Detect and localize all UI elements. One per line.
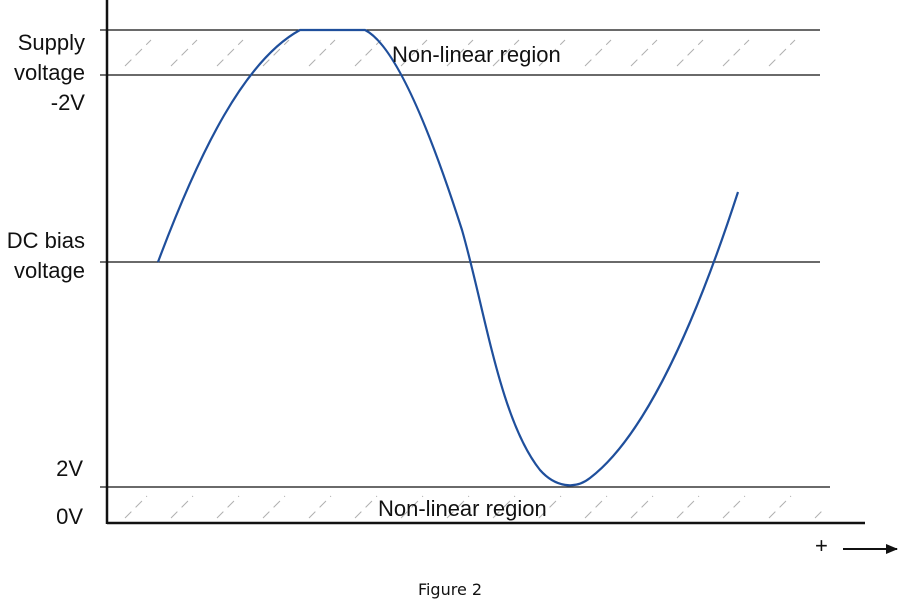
hatch-stroke bbox=[722, 495, 746, 519]
sine-waveform bbox=[156, 28, 740, 487]
hatch-stroke bbox=[400, 495, 424, 519]
hatch-stroke bbox=[630, 495, 654, 519]
supply-label-line3: -2V bbox=[51, 90, 86, 115]
hatch-stroke bbox=[308, 39, 336, 67]
hatch-stroke bbox=[124, 39, 152, 67]
upper-nonlinear-band bbox=[124, 39, 796, 67]
hatch-stroke bbox=[446, 39, 474, 67]
hatch-stroke bbox=[262, 39, 290, 67]
plus-sign: + bbox=[815, 533, 828, 558]
hatch-stroke bbox=[814, 507, 826, 519]
dc-bias-label-line1: DC bias bbox=[7, 228, 85, 253]
zero-volt-label: 0V bbox=[56, 504, 83, 529]
two-volt-label: 2V bbox=[56, 456, 83, 481]
supply-label-line2: voltage bbox=[14, 60, 85, 85]
hatch-stroke bbox=[308, 495, 332, 519]
dc-bias-label-line2: voltage bbox=[14, 258, 85, 283]
hatch-stroke bbox=[124, 495, 148, 519]
hatch-stroke bbox=[400, 39, 428, 67]
hatch-stroke bbox=[676, 39, 704, 67]
hatch-stroke bbox=[262, 495, 286, 519]
hatch-stroke bbox=[216, 39, 244, 67]
hatch-stroke bbox=[584, 495, 608, 519]
hatch-stroke bbox=[584, 39, 612, 67]
lower-nonlinear-band bbox=[124, 495, 826, 519]
hatch-stroke bbox=[354, 495, 378, 519]
hatch-stroke bbox=[722, 39, 750, 67]
hatch-stroke bbox=[538, 495, 562, 519]
figure-caption: Figure 2 bbox=[418, 580, 482, 599]
hatch-stroke bbox=[768, 39, 796, 67]
hatch-stroke bbox=[170, 39, 198, 67]
hatch-stroke bbox=[768, 495, 792, 519]
hatch-stroke bbox=[676, 495, 700, 519]
supply-label-line1: Supply bbox=[18, 30, 85, 55]
lower-region-label: Non-linear region bbox=[378, 496, 547, 521]
hatch-stroke bbox=[492, 495, 516, 519]
hatch-stroke bbox=[630, 39, 658, 67]
upper-region-label: Non-linear region bbox=[392, 42, 561, 67]
hatch-stroke bbox=[492, 39, 520, 67]
hatch-stroke bbox=[354, 39, 382, 67]
hatch-stroke bbox=[538, 39, 566, 67]
hatch-stroke bbox=[216, 495, 240, 519]
hatch-stroke bbox=[446, 495, 470, 519]
hatch-stroke bbox=[170, 495, 194, 519]
